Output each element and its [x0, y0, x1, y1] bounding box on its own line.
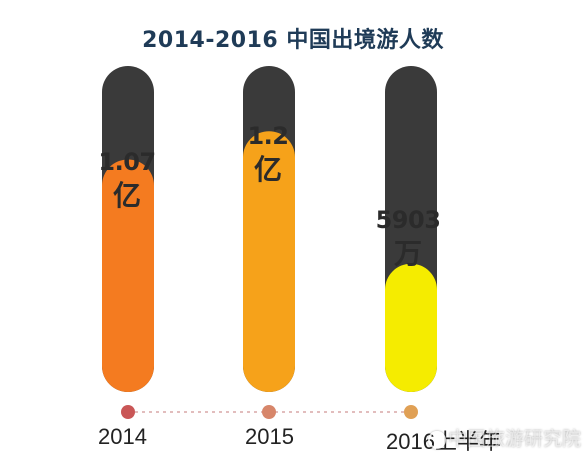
value-label-number: 1.07 [98, 148, 156, 176]
timeline-dot [404, 405, 418, 419]
chart-title: 2014-2016 中国出境游人数 [142, 28, 444, 53]
watermark: 中国旅游研究院 [428, 424, 581, 451]
value-label-number: 5903 [375, 206, 441, 234]
timeline-dot [121, 405, 135, 419]
value-label-unit: 万 [393, 237, 422, 271]
wechat-icon [428, 430, 446, 449]
watermark-text: 中国旅游研究院 [448, 428, 582, 450]
value-label-unit: 亿 [112, 179, 141, 213]
value-label-2014: 1.07 亿 [82, 148, 172, 213]
bar-2015 [243, 131, 295, 392]
value-label-unit: 亿 [253, 153, 282, 187]
value-label-2015: 1.2 亿 [223, 122, 313, 187]
bar-2016上半年 [385, 263, 437, 392]
timeline-dot [262, 405, 276, 419]
x-tick-label-2014: 2014 [98, 424, 147, 449]
x-tick-label-2015: 2015 [245, 424, 294, 449]
value-label-number: 1.2 [247, 122, 289, 150]
value-label-2016h1: 5903 万 [363, 206, 453, 271]
bar-2014 [102, 159, 154, 392]
